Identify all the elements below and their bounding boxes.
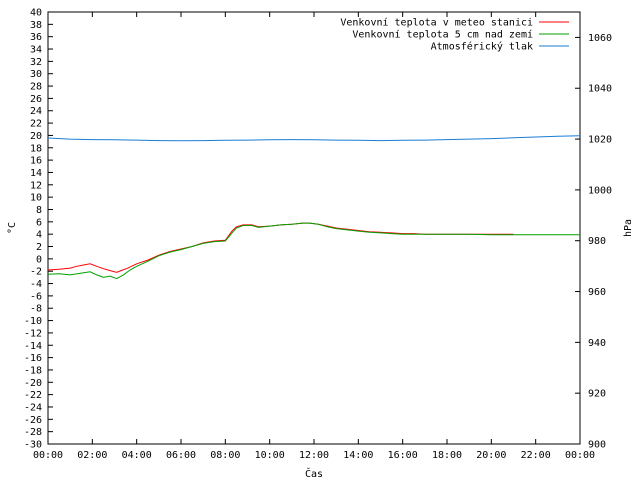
left-tick-label: 22 bbox=[30, 119, 42, 130]
right-tick-label: 920 bbox=[588, 389, 606, 400]
right-tick-label: 960 bbox=[588, 287, 606, 298]
x-tick-label: 20:00 bbox=[476, 450, 506, 461]
legend-label: Atmosférický tlak bbox=[431, 41, 533, 53]
left-tick-label: 38 bbox=[30, 20, 42, 31]
x-tick-label: 04:00 bbox=[122, 450, 152, 461]
left-tick-label: 28 bbox=[30, 82, 42, 93]
left-tick-label: 34 bbox=[30, 45, 42, 56]
left-tick-label: 14 bbox=[30, 168, 42, 179]
x-axis-label: Čas bbox=[305, 467, 323, 480]
left-tick-label: -18 bbox=[24, 365, 42, 376]
left-y-axis: -30-28-26-24-22-20-18-16-14-12-10-8-6-4-… bbox=[24, 8, 53, 451]
left-tick-label: -22 bbox=[24, 390, 42, 401]
left-tick-label: 2 bbox=[36, 242, 42, 253]
left-tick-label: 0 bbox=[36, 254, 42, 265]
left-tick-label: 26 bbox=[30, 94, 42, 105]
series-line-2 bbox=[47, 222, 580, 280]
right-tick-label: 1020 bbox=[588, 135, 612, 146]
left-tick-label: 24 bbox=[30, 106, 42, 117]
left-tick-label: -8 bbox=[30, 304, 42, 315]
x-tick-label: 00:00 bbox=[565, 450, 595, 461]
legend: Venkovní teplota v meteo staniciVenkovní… bbox=[340, 17, 569, 53]
series-line-3 bbox=[47, 135, 581, 142]
x-axis: 00:00 02:00 04:00 06:00 08:00 10:00 12:00 14:00… bbox=[33, 12, 595, 461]
x-tick-label: 10:00 bbox=[255, 450, 285, 461]
plot-frame bbox=[47, 11, 581, 445]
left-tick-label: -20 bbox=[24, 378, 42, 389]
left-tick-label: 20 bbox=[30, 131, 42, 142]
right-y-axis: 900 920 940 960 980 1000 1020 1040 1060 bbox=[575, 33, 612, 451]
right-tick-label: 980 bbox=[588, 236, 606, 247]
left-tick-label: 8 bbox=[36, 205, 42, 216]
left-tick-label: -10 bbox=[24, 316, 42, 327]
x-tick-label: 22:00 bbox=[521, 450, 551, 461]
right-y-axis-label: hPa bbox=[623, 219, 634, 237]
left-tick-label: -26 bbox=[24, 415, 42, 426]
left-tick-label: -28 bbox=[24, 427, 42, 438]
left-tick-label: -16 bbox=[24, 353, 42, 364]
left-tick-label: 16 bbox=[30, 156, 42, 167]
left-tick-label: 4 bbox=[36, 230, 42, 241]
legend-label: Venkovní teplota v meteo stanici bbox=[340, 17, 533, 29]
x-tick-label: 12:00 bbox=[299, 450, 329, 461]
series-lines bbox=[47, 135, 581, 280]
x-tick-label: 08:00 bbox=[210, 450, 240, 461]
left-tick-label: 18 bbox=[30, 143, 42, 154]
left-tick-label: -30 bbox=[24, 440, 42, 451]
left-tick-label: 12 bbox=[30, 180, 42, 191]
left-tick-label: 6 bbox=[36, 217, 42, 228]
right-tick-label: 940 bbox=[588, 338, 606, 349]
left-tick-label: -6 bbox=[30, 291, 42, 302]
right-tick-label: 1040 bbox=[588, 84, 612, 95]
x-tick-label: 14:00 bbox=[343, 450, 373, 461]
left-tick-label: -4 bbox=[30, 279, 42, 290]
left-tick-label: -24 bbox=[24, 402, 42, 413]
left-tick-label: -14 bbox=[24, 341, 42, 352]
x-tick-label: 06:00 bbox=[166, 450, 196, 461]
x-tick-label: 16:00 bbox=[388, 450, 418, 461]
series-line-1 bbox=[47, 222, 514, 273]
right-tick-label: 900 bbox=[588, 440, 606, 451]
x-tick-label: 00:00 bbox=[33, 450, 63, 461]
legend-label: Venkovní teplota 5 cm nad zemí bbox=[352, 29, 533, 41]
left-tick-label: -12 bbox=[24, 328, 42, 339]
x-tick-label: 02:00 bbox=[77, 450, 107, 461]
left-tick-label: 32 bbox=[30, 57, 42, 68]
left-tick-label: 30 bbox=[30, 69, 42, 80]
left-tick-label: -2 bbox=[30, 267, 42, 278]
right-tick-label: 1060 bbox=[588, 33, 612, 44]
left-y-axis-label: °C bbox=[7, 222, 18, 234]
x-tick-label: 18:00 bbox=[432, 450, 462, 461]
right-tick-label: 1000 bbox=[588, 185, 612, 196]
left-tick-label: 36 bbox=[30, 32, 42, 43]
left-tick-label: 40 bbox=[30, 8, 42, 19]
left-tick-label: 10 bbox=[30, 193, 42, 204]
